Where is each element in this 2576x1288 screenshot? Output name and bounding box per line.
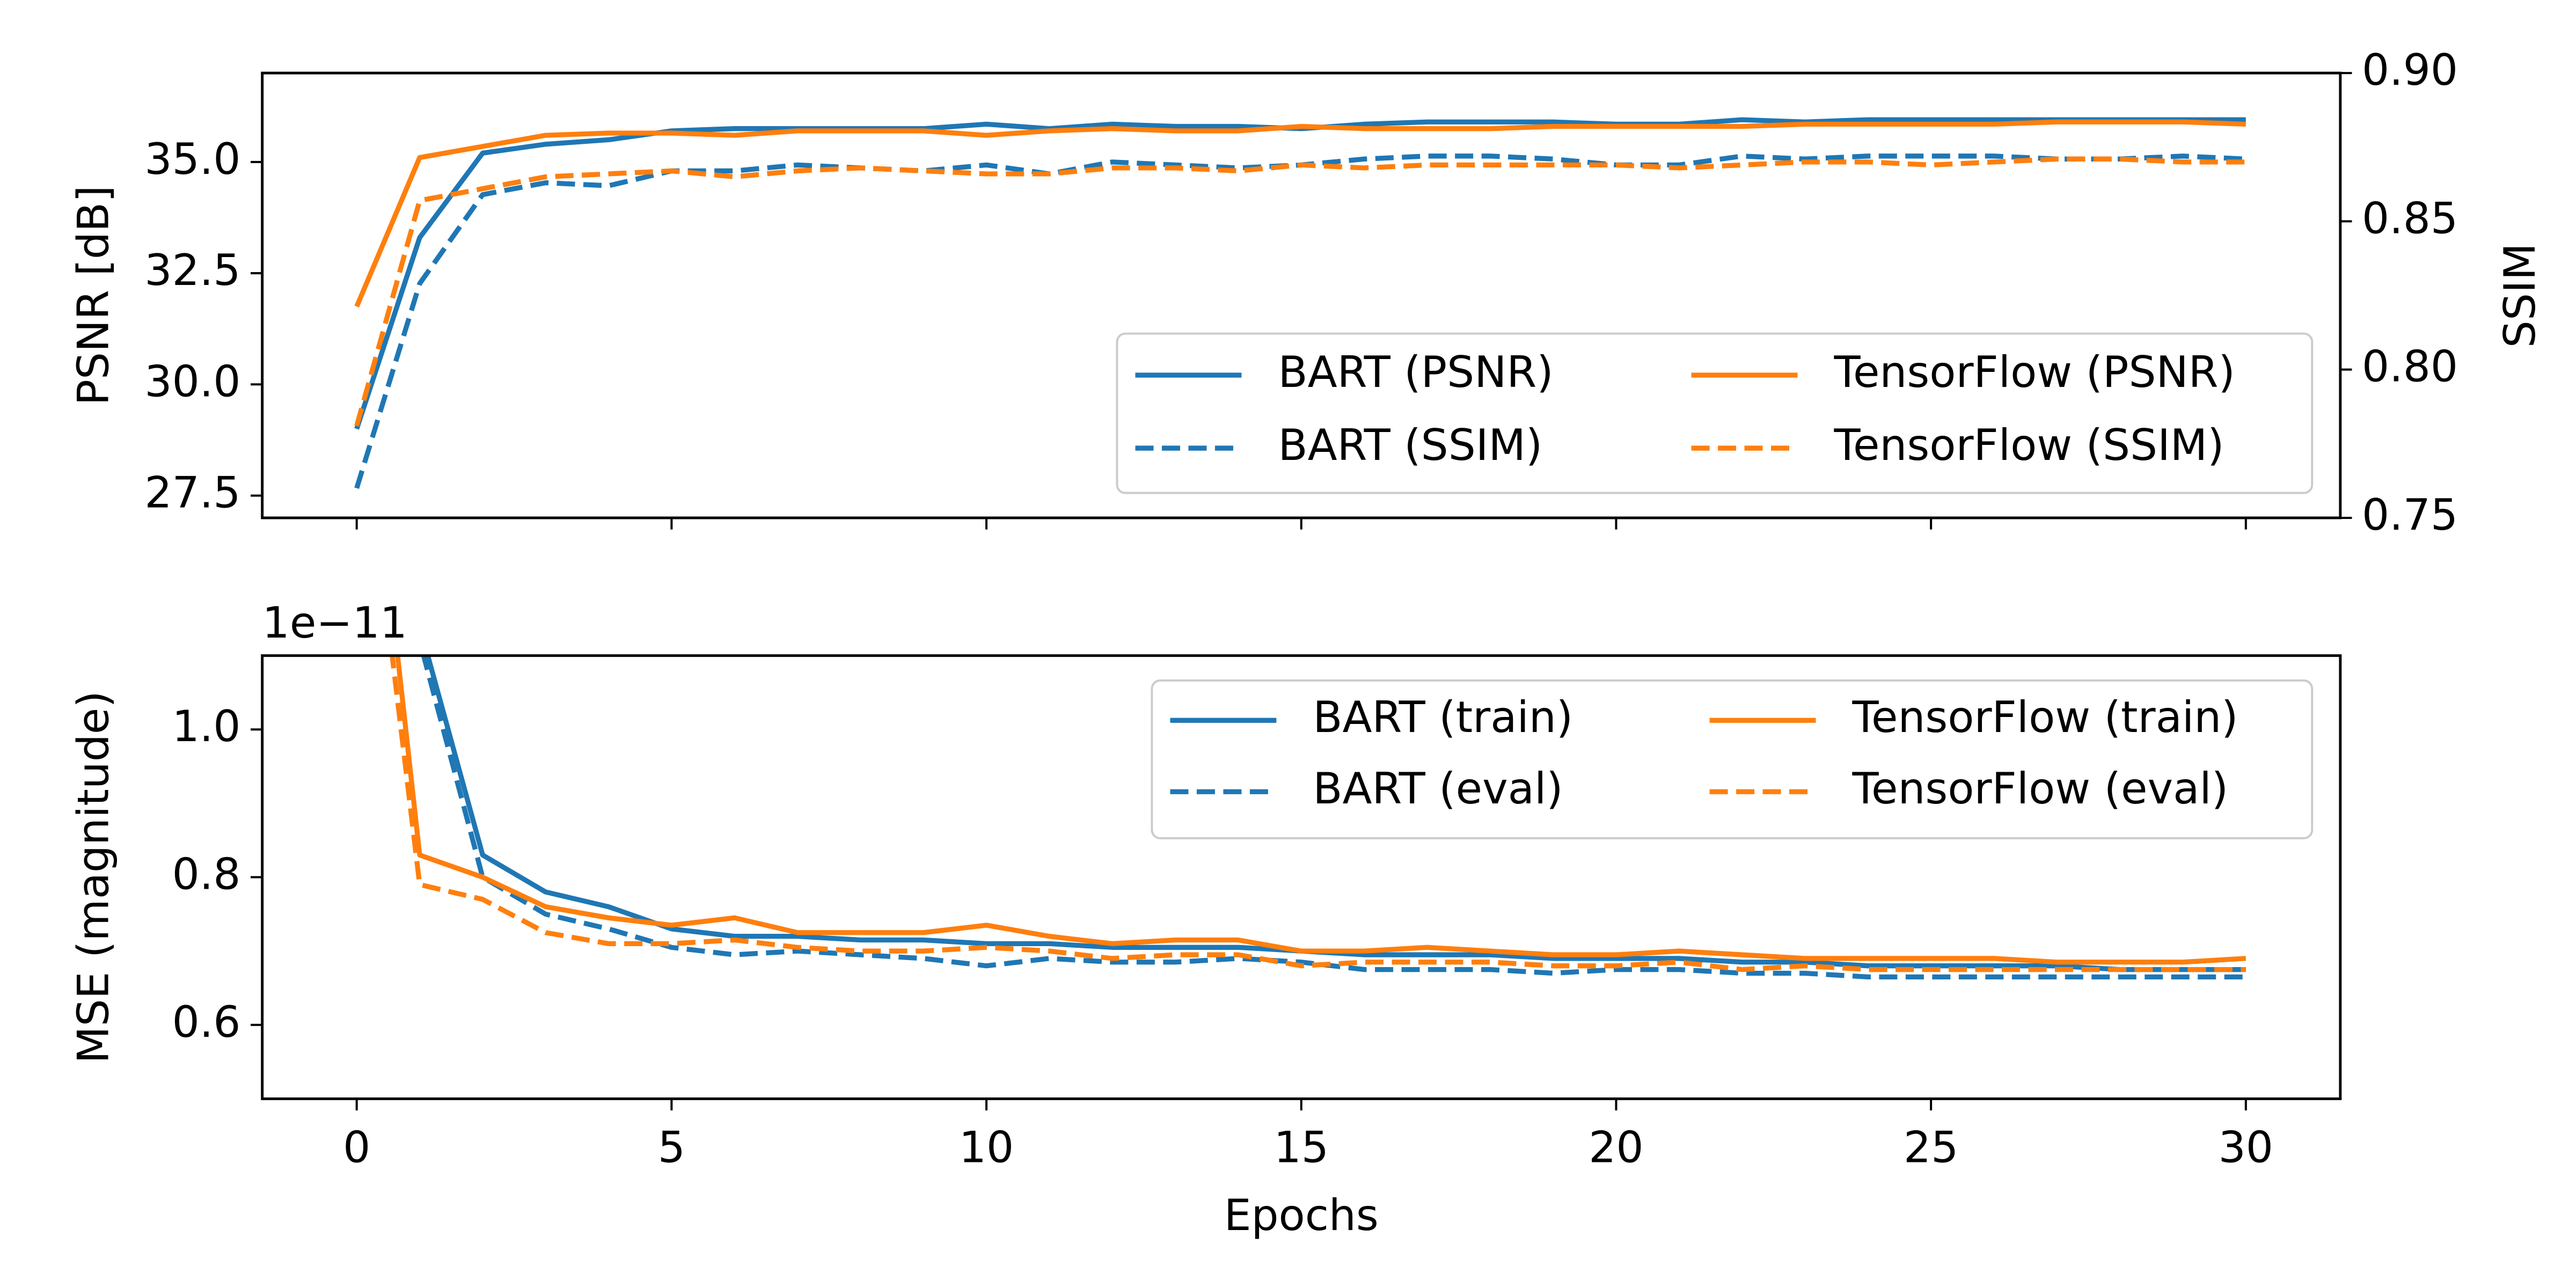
y-tick-label: 32.5 — [144, 245, 240, 295]
y2-tick-label: 0.80 — [2362, 341, 2458, 392]
y-tick-label: 0.8 — [172, 849, 241, 899]
x-tick-label: 5 — [658, 1122, 685, 1172]
x-tick-label: 0 — [343, 1122, 370, 1172]
legend-label: BART (train) — [1313, 692, 1573, 742]
y2-tick-label: 0.75 — [2362, 489, 2458, 540]
legend-label: BART (SSIM) — [1278, 420, 1542, 470]
legend-label: TensorFlow (SSIM) — [1834, 420, 2224, 470]
legend-box — [1151, 679, 2314, 839]
y2-tick-label: 0.85 — [2362, 193, 2458, 243]
axes-frame — [261, 654, 2342, 1100]
series-line — [395, 655, 2246, 965]
legend-label: BART (PSNR) — [1278, 347, 1553, 397]
plot-area — [354, 117, 2246, 489]
series-line — [390, 655, 2246, 972]
x-axis-label: Epochs — [1224, 1190, 1379, 1240]
y2-tick-label: 0.90 — [2362, 45, 2458, 95]
legend-label: BART (eval) — [1313, 763, 1563, 814]
y-tick-label: 35.0 — [144, 134, 240, 184]
legend-label: TensorFlow (PSNR) — [1834, 347, 2235, 397]
plot-area — [390, 655, 2246, 979]
y-tick-label: 30.0 — [144, 356, 240, 406]
legend-box — [1116, 332, 2314, 494]
y-tick-label: 0.6 — [172, 997, 241, 1047]
x-tick-label: 30 — [2219, 1122, 2273, 1172]
x-tick-label: 15 — [1274, 1122, 1329, 1172]
axes-frame — [261, 71, 2342, 519]
y2-axis-label: SSIM — [2494, 243, 2545, 348]
series-line — [354, 119, 2246, 308]
x-tick-label: 10 — [959, 1122, 1014, 1172]
series-line — [354, 156, 2246, 427]
legend-label: TensorFlow (train) — [1852, 692, 2238, 742]
x-tick-label: 25 — [1904, 1122, 1958, 1172]
y-axis-label: PSNR [dB] — [68, 185, 118, 405]
y-axis-label: MSE (magnitude) — [68, 691, 118, 1063]
x-tick-label: 20 — [1589, 1122, 1643, 1172]
y-tick-label: 27.5 — [144, 467, 240, 517]
y-offset-label: 1e−11 — [262, 597, 407, 648]
series-line — [421, 655, 2246, 979]
y-tick-label: 1.0 — [172, 701, 241, 751]
legend-label: TensorFlow (eval) — [1852, 763, 2229, 814]
